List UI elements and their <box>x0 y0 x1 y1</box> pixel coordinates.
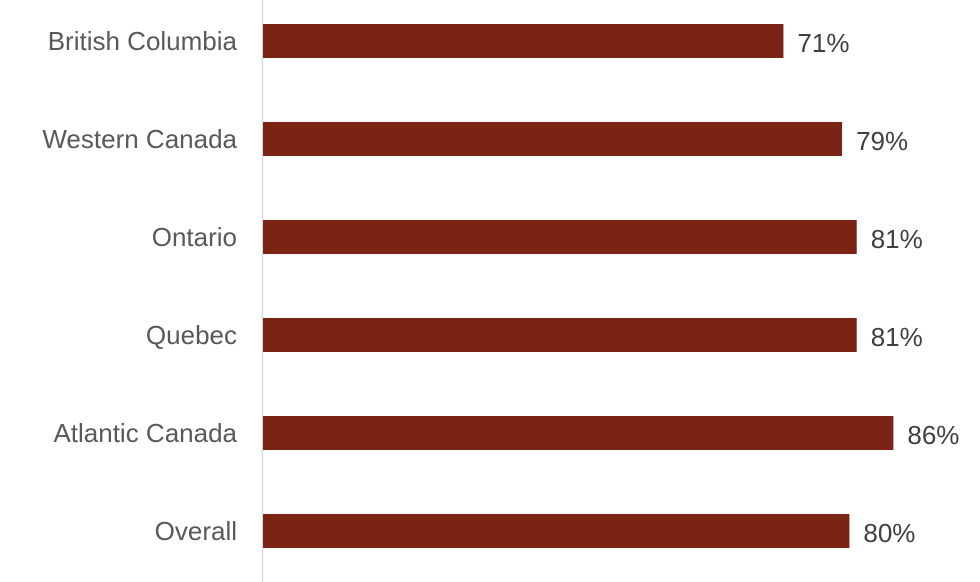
data-label: 71% <box>797 28 849 58</box>
category-label: Atlantic Canada <box>53 418 237 448</box>
data-label: 80% <box>863 518 915 548</box>
category-label: Overall <box>155 516 237 546</box>
data-label: 86% <box>907 420 959 450</box>
category-label: Ontario <box>152 222 237 252</box>
bar-overall <box>263 514 850 548</box>
bar-ontario <box>263 220 857 254</box>
bar-british-columbia <box>263 24 784 58</box>
category-label: Quebec <box>146 320 237 350</box>
bar-western-canada <box>263 122 843 156</box>
category-label: British Columbia <box>48 26 238 56</box>
category-label: Western Canada <box>42 124 237 154</box>
data-label: 81% <box>871 322 923 352</box>
data-label: 81% <box>871 224 923 254</box>
bar-atlantic-canada <box>263 416 894 450</box>
data-label: 79% <box>856 126 908 156</box>
bar-quebec <box>263 318 857 352</box>
